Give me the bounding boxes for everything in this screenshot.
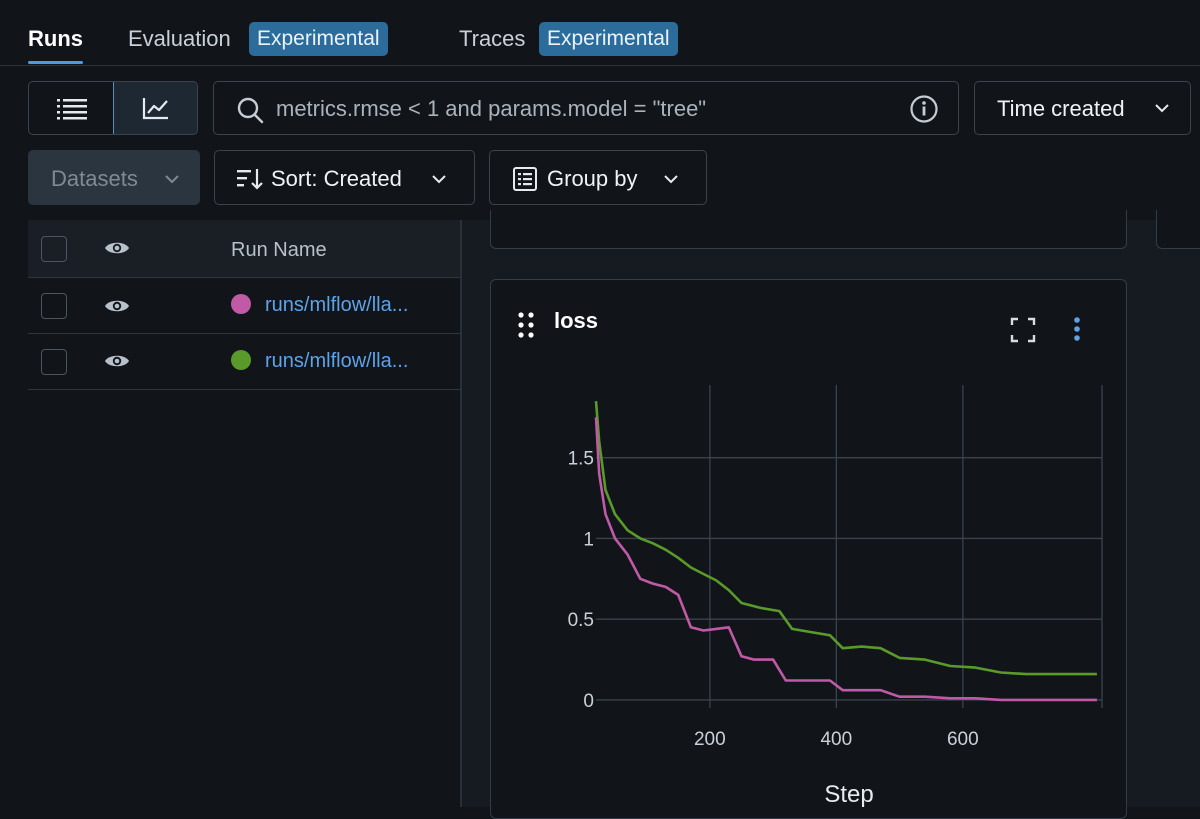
chart-title: loss <box>554 308 599 333</box>
table-row: runs/mlflow/lla... <box>28 278 460 334</box>
chart-card-above-right <box>1156 210 1200 249</box>
active-tab-indicator <box>28 61 83 64</box>
loss-chart-card: loss 1.5 1 0.5 0 200 400 600 Step <box>490 279 1127 819</box>
datasets-label: Datasets <box>51 166 138 191</box>
time-created-label: Time created <box>997 96 1125 121</box>
run-color-dot <box>231 350 251 370</box>
run-color-dot <box>231 294 251 314</box>
chart-card-above <box>490 210 1127 249</box>
group-by-dropdown[interactable]: Group by <box>489 150 707 205</box>
chevron-down-icon <box>664 175 678 184</box>
sort-dropdown[interactable]: Sort: Created <box>214 150 475 205</box>
x-tick-label: 400 <box>820 729 852 750</box>
tab-traces[interactable]: Traces <box>459 26 526 51</box>
run-name-column-header: Run Name <box>231 239 327 261</box>
y-tick-label: 1.5 <box>568 449 594 470</box>
datasets-dropdown[interactable]: Datasets <box>28 150 200 205</box>
y-tick-label: 0 <box>583 691 594 712</box>
x-tick-label: 200 <box>694 729 726 750</box>
loss-line-chart: 1.5 1 0.5 0 200 400 600 Step <box>568 385 1103 808</box>
search-query-text: metrics.rmse < 1 and params.model = "tre… <box>276 96 707 121</box>
eye-icon[interactable] <box>104 297 130 315</box>
sort-icon <box>237 169 263 190</box>
chevron-down-icon <box>165 175 179 184</box>
list-icon <box>56 99 87 120</box>
more-options-icon[interactable] <box>1073 316 1081 344</box>
view-mode-toggle <box>28 81 198 135</box>
time-created-dropdown[interactable]: Time created <box>974 81 1191 135</box>
search-input[interactable]: metrics.rmse < 1 and params.model = "tre… <box>213 81 959 135</box>
series-line-0 <box>594 400 1097 676</box>
line-chart-icon <box>142 98 168 120</box>
drag-handle-icon[interactable] <box>517 312 535 338</box>
row-checkbox[interactable] <box>41 349 67 375</box>
tab-evaluation[interactable]: Evaluation <box>128 26 231 51</box>
group-icon <box>513 167 537 191</box>
series-line-1 <box>594 417 1097 702</box>
x-tick-label: 600 <box>947 729 979 750</box>
traces-experimental-badge: Experimental <box>539 22 678 56</box>
fullscreen-icon[interactable] <box>1010 317 1036 343</box>
tabs-divider <box>0 65 1200 66</box>
sort-label: Sort: Created <box>271 166 402 191</box>
group-by-label: Group by <box>547 166 638 191</box>
run-name-link[interactable]: runs/mlflow/lla... <box>265 294 409 316</box>
chevron-down-icon <box>1155 104 1169 113</box>
eye-icon[interactable] <box>104 352 130 370</box>
tab-runs[interactable]: Runs <box>28 26 83 51</box>
chart-view-button[interactable] <box>113 82 197 134</box>
runs-table-header: Run Name <box>28 220 460 278</box>
chevron-down-icon <box>432 175 446 184</box>
run-name-link[interactable]: runs/mlflow/lla... <box>265 350 409 372</box>
search-icon <box>237 97 264 124</box>
table-row: runs/mlflow/lla... <box>28 334 460 390</box>
y-tick-label: 0.5 <box>568 610 594 631</box>
info-icon[interactable] <box>909 94 939 124</box>
table-view-button[interactable] <box>29 82 114 134</box>
evaluation-experimental-badge: Experimental <box>249 22 388 56</box>
panel-divider[interactable] <box>460 220 462 807</box>
x-axis-label: Step <box>824 781 873 808</box>
y-tick-label: 1 <box>583 529 594 550</box>
eye-icon[interactable] <box>104 239 130 257</box>
row-checkbox[interactable] <box>41 293 67 319</box>
select-all-checkbox[interactable] <box>41 236 67 262</box>
